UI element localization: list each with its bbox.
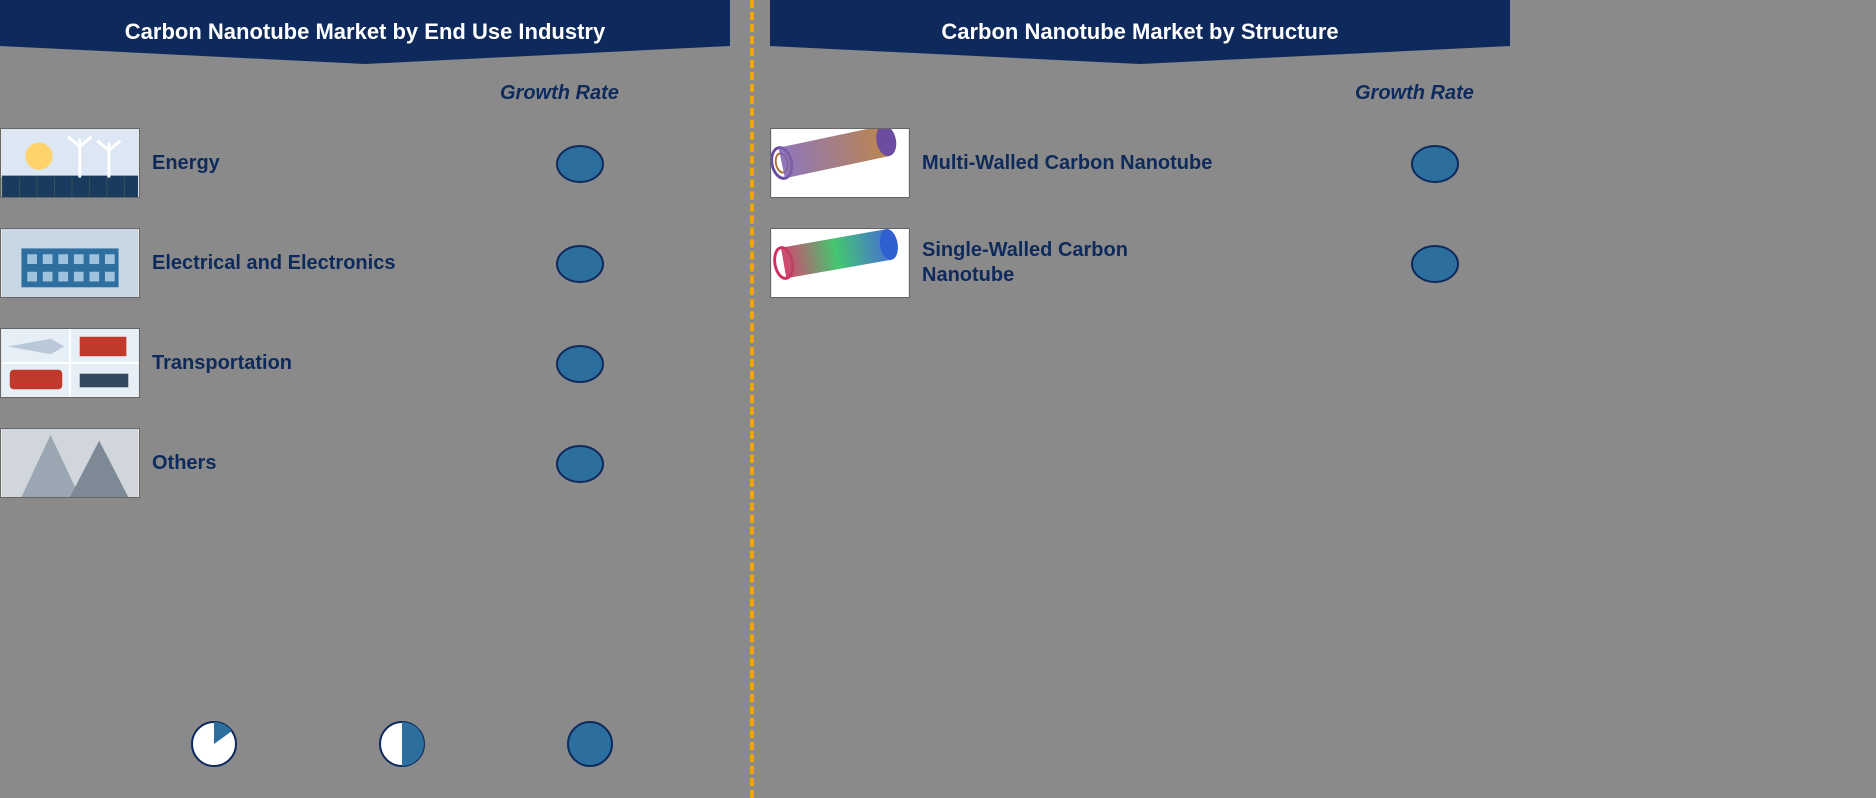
right-banner: Carbon Nanotube Market by Structure <box>770 0 1510 64</box>
energy-thumbnail <box>0 128 140 198</box>
growth-marker <box>555 244 605 284</box>
swcnt-thumbnail <box>770 228 910 298</box>
row-label: Transportation <box>152 351 292 376</box>
mwcnt-thumbnail <box>770 128 910 198</box>
left-title: Carbon Nanotube Market by End Use Indust… <box>125 19 605 45</box>
category-row: Electrical and Electronics <box>0 228 730 298</box>
legend-marker <box>190 720 238 768</box>
left-banner: Carbon Nanotube Market by End Use Indust… <box>0 0 730 64</box>
row-label: Multi-Walled Carbon Nanotube <box>922 151 1212 176</box>
right-growth-rate-label: Growth Rate <box>1355 82 1474 105</box>
right-panel: Carbon Nanotube Market by Structure Grow… <box>770 0 1510 798</box>
growth-marker <box>1410 244 1460 284</box>
category-row: Others <box>0 428 730 498</box>
category-row: Transportation <box>0 328 730 398</box>
left-panel: Carbon Nanotube Market by End Use Indust… <box>0 0 730 798</box>
growth-marker <box>1410 144 1460 184</box>
row-label: Others <box>152 451 216 476</box>
category-row: Single-Walled Carbon Nanotube <box>770 228 1510 298</box>
row-label: Electrical and Electronics <box>152 251 395 276</box>
transport-thumbnail <box>0 328 140 398</box>
electronics-thumbnail <box>0 228 140 298</box>
category-row: Multi-Walled Carbon Nanotube <box>770 128 1510 198</box>
panel-divider <box>750 0 754 798</box>
growth-marker <box>555 144 605 184</box>
buildings-thumbnail <box>0 428 140 498</box>
category-row: Energy <box>0 128 730 198</box>
legend-marker <box>566 720 614 768</box>
row-label: Energy <box>152 151 220 176</box>
right-title: Carbon Nanotube Market by Structure <box>941 19 1338 45</box>
legend-marker <box>378 720 426 768</box>
growth-marker <box>555 444 605 484</box>
growth-marker <box>555 344 605 384</box>
row-label: Single-Walled Carbon Nanotube <box>922 238 1222 288</box>
left-growth-rate-label: Growth Rate <box>500 82 619 105</box>
legend <box>190 720 614 768</box>
